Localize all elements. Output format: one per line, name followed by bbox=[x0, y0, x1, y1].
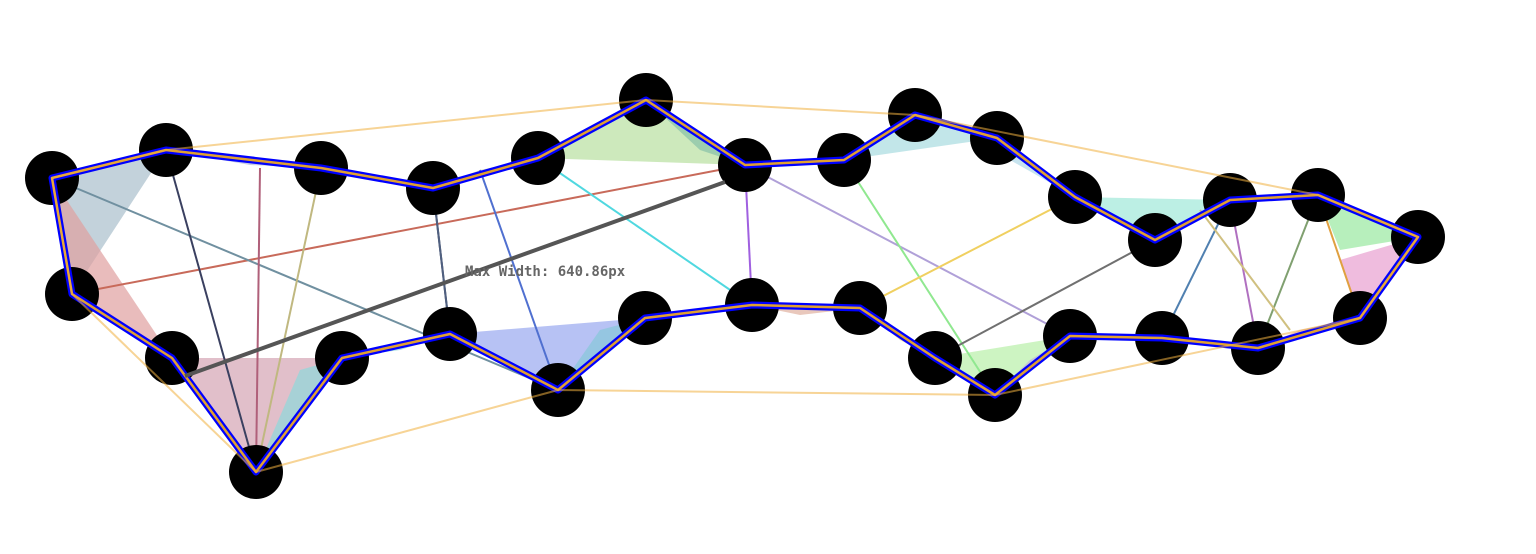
diagonal-line bbox=[71, 164, 746, 295]
max-width-line bbox=[184, 180, 726, 378]
diagonal-line bbox=[859, 196, 1076, 309]
max-width-label: Max Width: 640.86px bbox=[465, 264, 626, 280]
diagonal-line bbox=[165, 149, 257, 473]
diagonal-line bbox=[255, 167, 261, 473]
diagonal-line bbox=[51, 177, 559, 391]
triangle-fill bbox=[935, 336, 1070, 395]
diagonal-line bbox=[255, 167, 322, 473]
triangle-fill bbox=[52, 178, 172, 358]
diagonal-line bbox=[934, 239, 1156, 359]
diagonal-line bbox=[744, 164, 1071, 337]
diagonal-line bbox=[479, 169, 559, 391]
polygon-outlines bbox=[48, 96, 1422, 476]
diagonal-line bbox=[537, 157, 753, 306]
diagonal-line bbox=[1199, 209, 1291, 331]
diagonal-line bbox=[1257, 194, 1319, 349]
triangle-fill bbox=[538, 100, 745, 165]
hull-outline bbox=[50, 98, 1420, 474]
